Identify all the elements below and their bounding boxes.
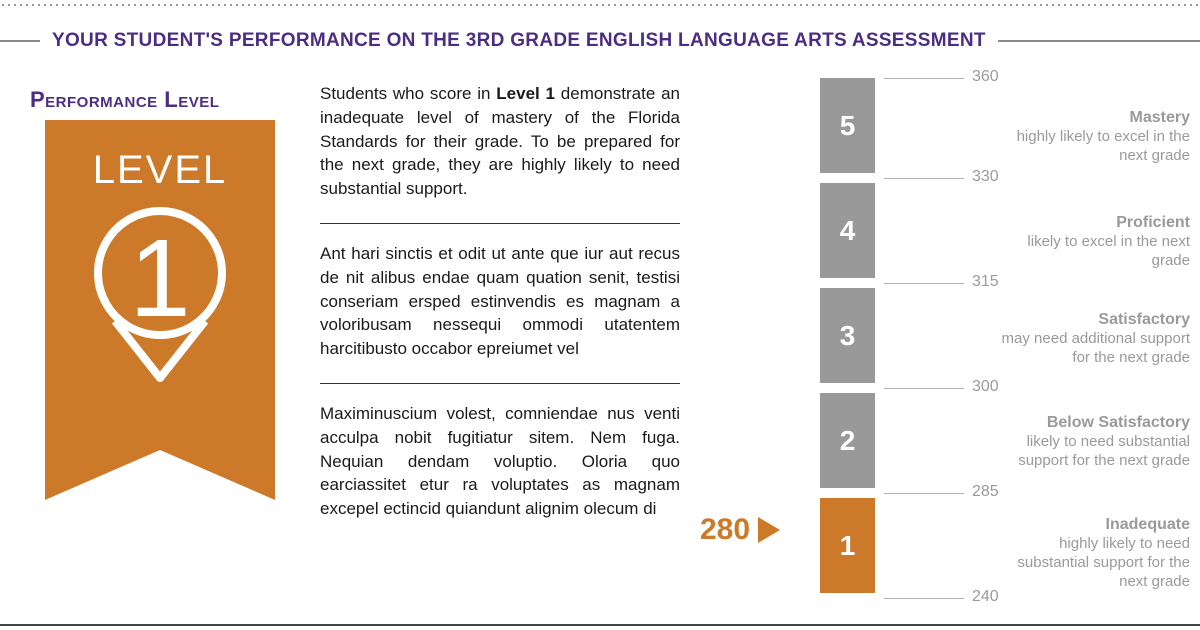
score-scale: 54321 360330315300285240 Masteryhighly l… bbox=[820, 78, 1190, 608]
level-desc-title: Satisfactory bbox=[995, 310, 1190, 330]
scale-tick bbox=[884, 598, 964, 599]
scale-tick bbox=[884, 388, 964, 389]
level-desc-text: highly likely to need substantial suppor… bbox=[995, 535, 1190, 591]
scale-tick-label: 330 bbox=[972, 168, 999, 186]
level-desc-3: Satisfactorymay need additional support … bbox=[995, 310, 1190, 368]
description-para-3: Maximinuscium volest, comniendae nus ven… bbox=[320, 402, 680, 521]
scale-tick bbox=[884, 78, 964, 79]
ribbon-badge-shape: 1 bbox=[85, 203, 235, 383]
scale-blocks: 5 4 3 2 1 bbox=[820, 78, 875, 603]
student-score-value: 280 bbox=[700, 513, 750, 547]
scale-tick bbox=[884, 283, 964, 284]
ribbon-level-number: 1 bbox=[129, 224, 190, 334]
scale-tick bbox=[884, 178, 964, 179]
description-para-1: Students who score in Level 1 demonstrat… bbox=[320, 82, 680, 201]
arrow-right-icon bbox=[758, 517, 780, 543]
level-desc-text: highly likely to excel in the next grade bbox=[995, 128, 1190, 166]
top-dotted-border bbox=[0, 0, 1200, 8]
description-column: Students who score in Level 1 demonstrat… bbox=[320, 82, 680, 521]
level-desc-text: likely to need substantial support for t… bbox=[995, 433, 1190, 471]
desc-divider-2 bbox=[320, 383, 680, 384]
page-title: YOUR STUDENT'S PERFORMANCE ON THE 3RD GR… bbox=[52, 30, 986, 52]
scale-block-3: 3 bbox=[820, 288, 875, 383]
level-desc-5: Masteryhighly likely to excel in the nex… bbox=[995, 108, 1190, 166]
scale-tick-label: 300 bbox=[972, 378, 999, 396]
scale-tick bbox=[884, 493, 964, 494]
title-rule-left bbox=[0, 40, 40, 42]
scale-tick-label: 285 bbox=[972, 483, 999, 501]
scale-block-2: 2 bbox=[820, 393, 875, 488]
title-row: YOUR STUDENT'S PERFORMANCE ON THE 3RD GR… bbox=[0, 30, 1200, 52]
performance-level-heading: Performance Level bbox=[30, 87, 219, 113]
desc1-bold: Level 1 bbox=[496, 84, 555, 103]
level-desc-title: Below Satisfactory bbox=[995, 413, 1190, 433]
level-desc-title: Proficient bbox=[995, 213, 1190, 233]
level-desc-title: Inadequate bbox=[995, 515, 1190, 535]
scale-block-4: 4 bbox=[820, 183, 875, 278]
level-ribbon: LEVEL 1 bbox=[45, 120, 275, 450]
description-para-2: Ant hari sinctis et odit ut ante que iur… bbox=[320, 242, 680, 361]
title-rule-right bbox=[998, 40, 1200, 42]
level-desc-2: Below Satisfactorylikely to need substan… bbox=[995, 413, 1190, 471]
bottom-rule bbox=[0, 624, 1200, 626]
level-desc-1: Inadequatehighly likely to need substant… bbox=[995, 515, 1190, 591]
level-desc-title: Mastery bbox=[995, 108, 1190, 128]
ribbon-label: LEVEL bbox=[93, 148, 228, 193]
level-desc-text: may need additional support for the next… bbox=[995, 330, 1190, 368]
desc1-prefix: Students who score in bbox=[320, 84, 496, 103]
scale-block-5: 5 bbox=[820, 78, 875, 173]
level-desc-4: Proficientlikely to excel in the next gr… bbox=[995, 213, 1190, 271]
student-score-marker: 280 bbox=[700, 513, 780, 547]
ribbon-body: LEVEL 1 bbox=[45, 120, 275, 450]
desc-divider-1 bbox=[320, 223, 680, 224]
scale-block-1: 1 bbox=[820, 498, 875, 593]
scale-tick-label: 315 bbox=[972, 273, 999, 291]
scale-tick-label: 360 bbox=[972, 68, 999, 86]
level-desc-text: likely to excel in the next grade bbox=[995, 233, 1190, 271]
